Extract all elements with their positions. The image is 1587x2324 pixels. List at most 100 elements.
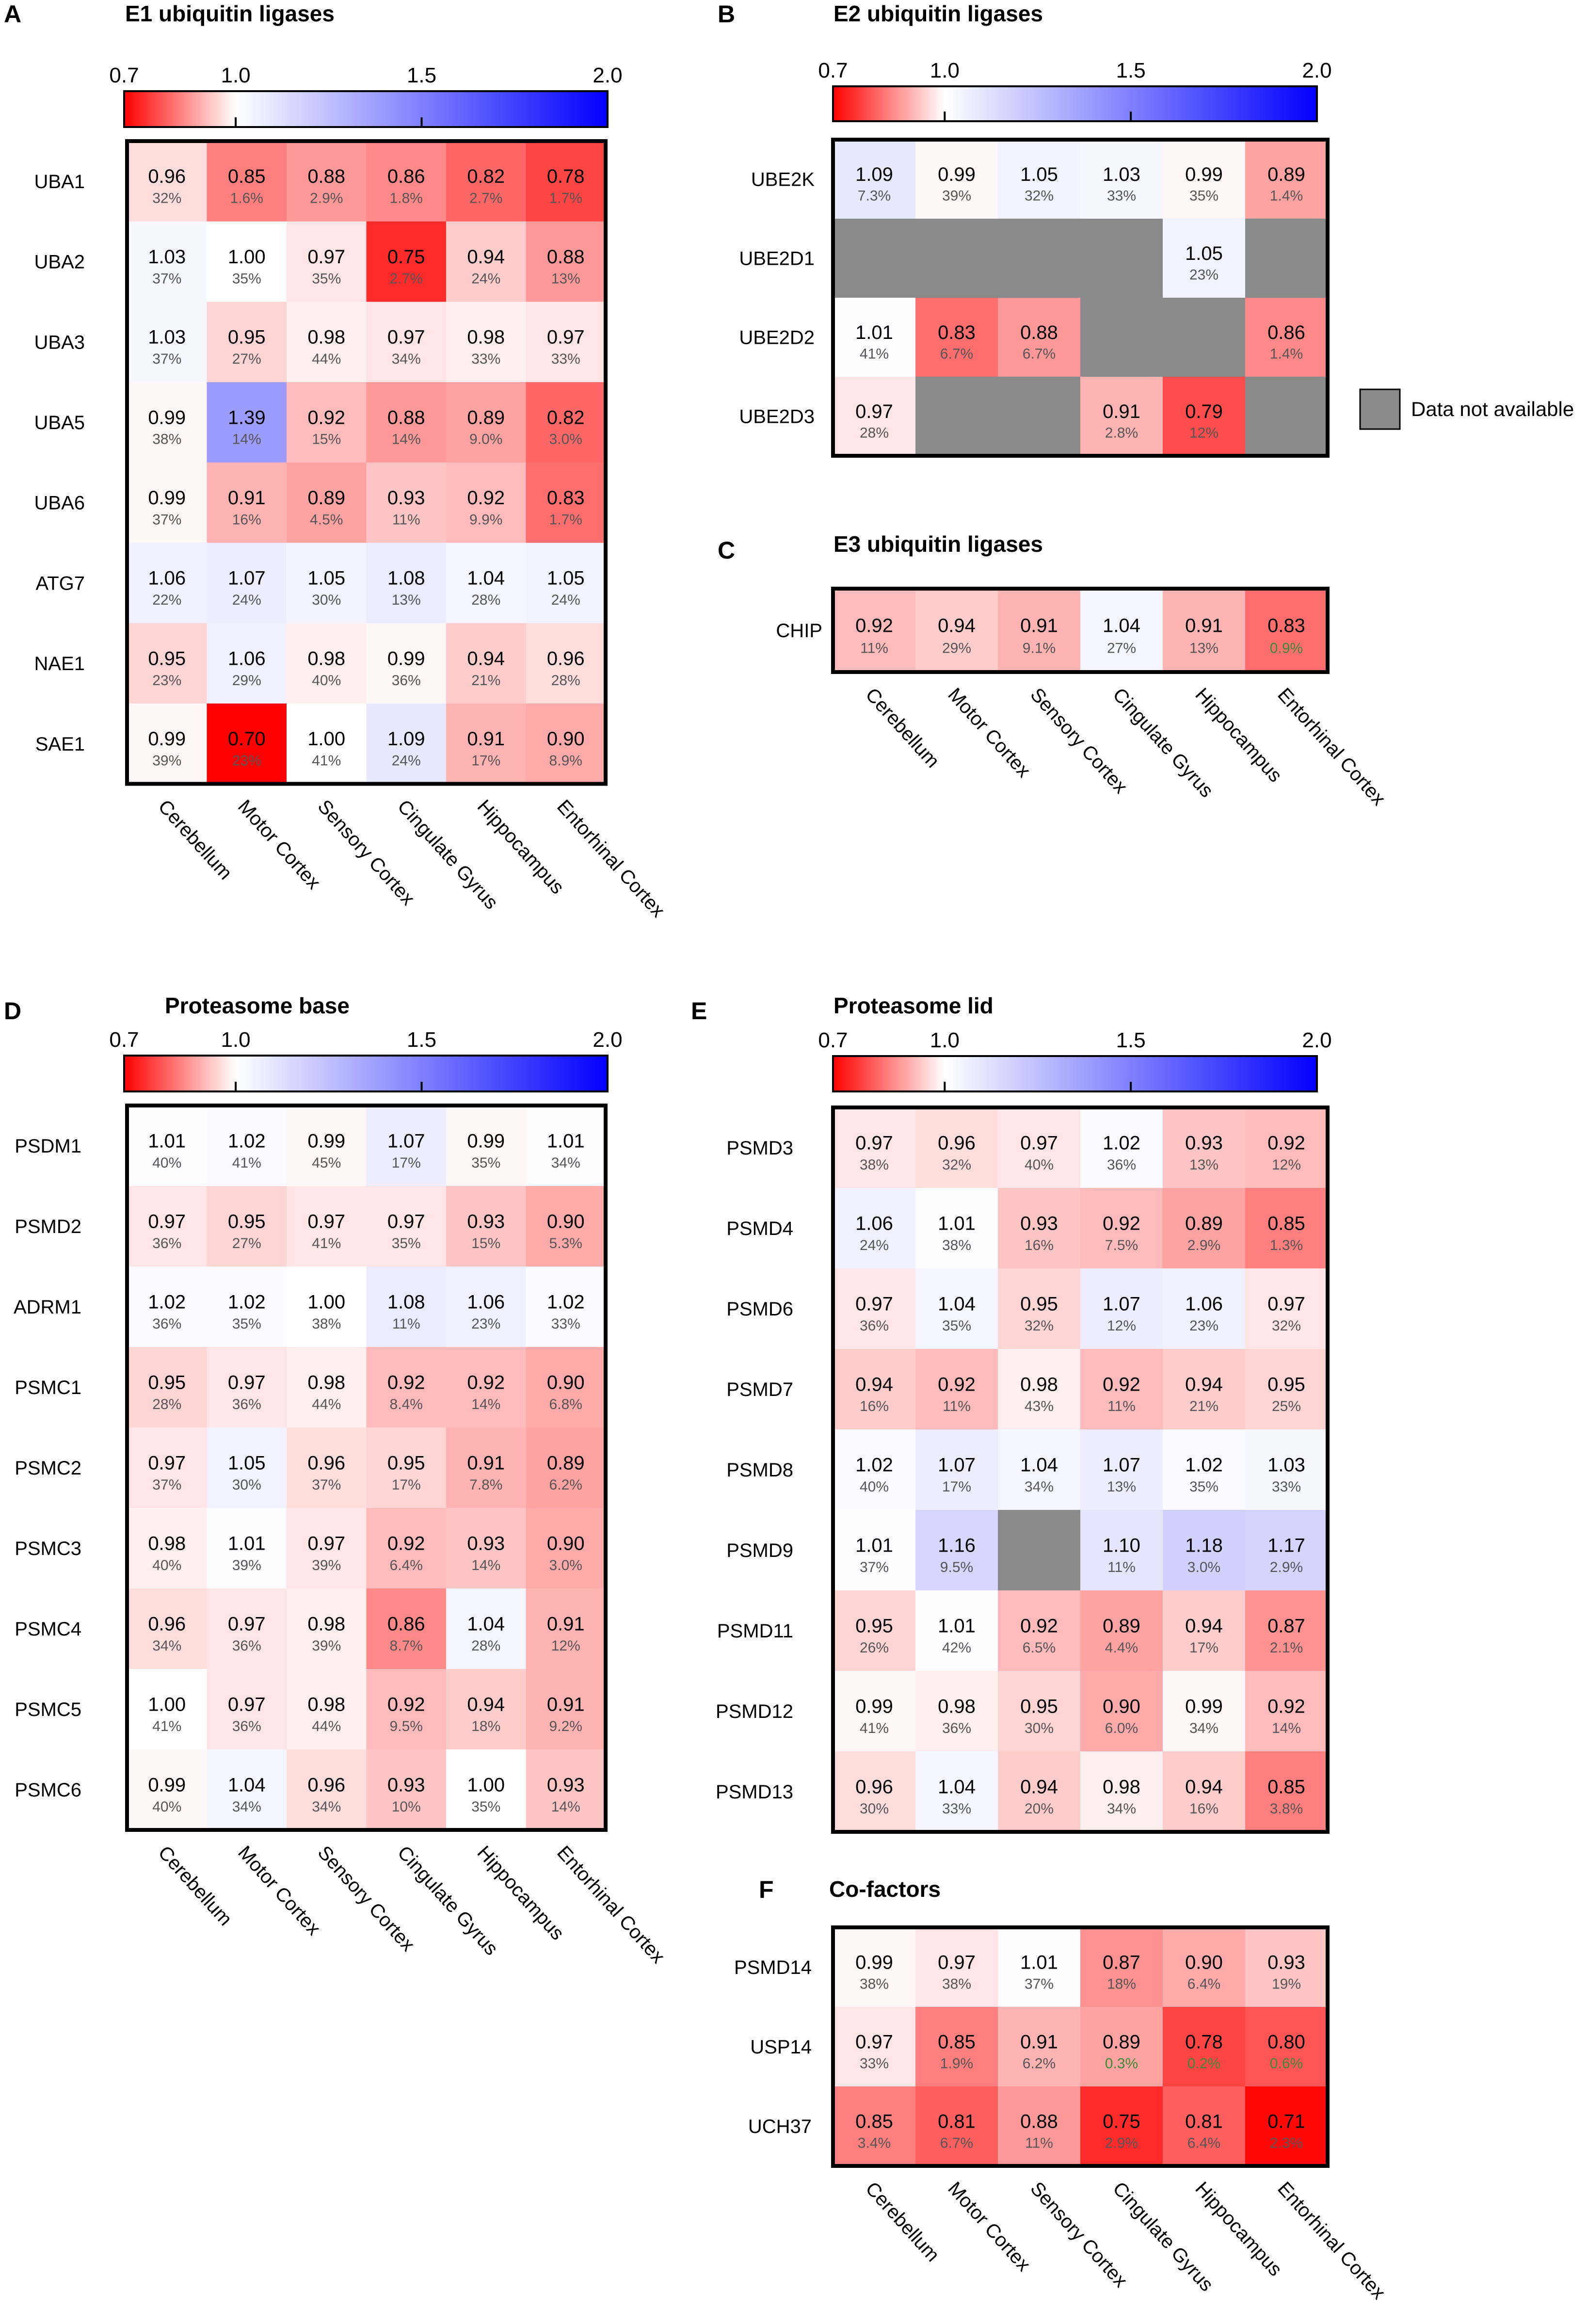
heatmap-cell <box>446 1427 527 1508</box>
cell-percent: 0.9% <box>1270 640 1303 656</box>
cell-percent: 2.3% <box>1270 2135 1303 2151</box>
cell-percent: 1.8% <box>390 191 423 207</box>
heatmap-cell <box>526 462 606 544</box>
cell-value: 0.95 <box>228 1211 266 1232</box>
heatmap-cell <box>998 1268 1081 1349</box>
cell-percent: 0.2% <box>1187 2055 1220 2071</box>
column-label: Motor Cortex <box>234 1842 324 1939</box>
row-label: SAE1 <box>35 734 85 755</box>
cell-percent: 41% <box>152 1718 181 1734</box>
cell-percent: 14% <box>551 1799 580 1815</box>
cell-value: 1.01 <box>228 1533 266 1554</box>
cell-value: 1.03 <box>148 246 186 268</box>
cell-percent: 9.1% <box>1023 640 1056 656</box>
heatmap-cell <box>207 1749 287 1830</box>
heatmap-cell <box>1245 1188 1328 1269</box>
cell-value: 1.06 <box>855 1213 893 1234</box>
cell-percent: 6.0% <box>1105 1720 1138 1736</box>
cell-percent: 44% <box>312 1718 341 1734</box>
heatmap-cell <box>366 1186 447 1267</box>
heatmap-cell <box>207 382 287 463</box>
cell-percent: 18% <box>471 1718 500 1734</box>
cell-value: 1.05 <box>228 1452 266 1474</box>
cell-value: 1.09 <box>855 164 893 185</box>
heatmap-cell <box>915 1268 998 1349</box>
heatmap-cell <box>526 221 606 302</box>
heatmap-frame <box>831 138 1330 458</box>
cell-percent: 32% <box>1025 1318 1054 1334</box>
heatmap-cell <box>1080 1927 1163 2007</box>
row-label: UBA6 <box>34 493 85 514</box>
heatmap-cell <box>127 1186 208 1267</box>
heatmap-cell <box>998 1188 1081 1269</box>
heatmap-cell <box>1245 219 1328 298</box>
cell-value: 1.05 <box>1185 243 1223 264</box>
heatmap-cell <box>1163 1510 1246 1591</box>
heatmap-cell <box>287 1427 367 1508</box>
row-label: UBA3 <box>34 332 85 353</box>
heatmap-cell <box>998 1671 1081 1752</box>
column-label: Entorhinal Cortex <box>1273 2178 1389 2304</box>
missing-legend-label: Data not available <box>1411 398 1574 420</box>
heatmap-cell <box>526 543 606 624</box>
heatmap-cell <box>915 1671 998 1752</box>
cell-percent: 6.4% <box>1187 1976 1220 1992</box>
cell-percent: 44% <box>312 1396 341 1412</box>
cell-value: 1.03 <box>148 327 186 348</box>
cell-value: 0.96 <box>938 1132 976 1154</box>
heatmap-cell <box>127 302 208 383</box>
cell-percent: 11% <box>1107 1398 1136 1414</box>
heatmap-cell <box>1245 377 1328 456</box>
cell-percent: 7.3% <box>858 188 891 204</box>
heatmap-cell <box>1163 1107 1246 1188</box>
cell-percent: 36% <box>152 1235 181 1251</box>
cell-value: 1.08 <box>387 1291 425 1313</box>
heatmap-cell <box>127 1427 208 1508</box>
heatmap-cell <box>366 1508 447 1589</box>
cell-percent: 10% <box>392 1799 421 1815</box>
cell-percent: 17% <box>471 753 500 769</box>
cell-value: 1.06 <box>228 648 266 669</box>
heatmap-cell <box>207 1106 287 1186</box>
heatmap-cell <box>526 1427 606 1508</box>
cell-percent: 6.2% <box>549 1477 582 1493</box>
cell-percent: 45% <box>312 1155 341 1171</box>
cell-percent: 36% <box>942 1720 971 1736</box>
cell-percent: 29% <box>232 673 261 689</box>
heatmap-cell <box>127 1106 208 1186</box>
cell-percent: 35% <box>392 1235 421 1251</box>
heatmap-cell <box>833 377 916 456</box>
cell-value: 0.85 <box>228 166 266 187</box>
cell-percent: 23% <box>232 753 261 769</box>
heatmap-cell <box>446 1508 527 1589</box>
cell-value: 1.01 <box>547 1130 585 1152</box>
cell-value: 0.94 <box>938 615 976 636</box>
row-label: PSMD8 <box>726 1459 793 1481</box>
row-label: PSMD14 <box>734 1957 812 1978</box>
cell-value: 0.97 <box>307 1533 345 1554</box>
heatmap-frame <box>125 1104 608 1832</box>
heatmap-cell <box>998 2086 1081 2166</box>
heatmap-cell <box>366 623 447 704</box>
panel-letter: A <box>4 0 21 28</box>
missing-legend-swatch <box>1359 388 1401 430</box>
row-label: UBE2D2 <box>739 327 815 349</box>
cell-value: 0.88 <box>1020 2111 1058 2132</box>
heatmap-cell <box>833 1429 916 1510</box>
colorbar-tick-label: 1.5 <box>407 64 436 87</box>
cell-value: 0.89 <box>1267 164 1305 185</box>
cell-value: 1.04 <box>938 1776 976 1797</box>
heatmap-cell <box>1080 1590 1163 1671</box>
cell-percent: 17% <box>942 1479 971 1495</box>
cell-value: 0.92 <box>938 1374 976 1395</box>
cell-percent: 0.3% <box>1105 2055 1138 2071</box>
heatmap-cell <box>1245 2007 1328 2087</box>
heatmap-cell <box>207 1347 287 1428</box>
cell-percent: 41% <box>312 753 341 769</box>
cell-value: 1.17 <box>1267 1535 1305 1556</box>
heatmap-cell <box>915 1590 998 1671</box>
cell-value: 0.86 <box>387 1613 425 1635</box>
cell-value: 0.75 <box>387 246 425 268</box>
heatmap-cell <box>833 1590 916 1671</box>
